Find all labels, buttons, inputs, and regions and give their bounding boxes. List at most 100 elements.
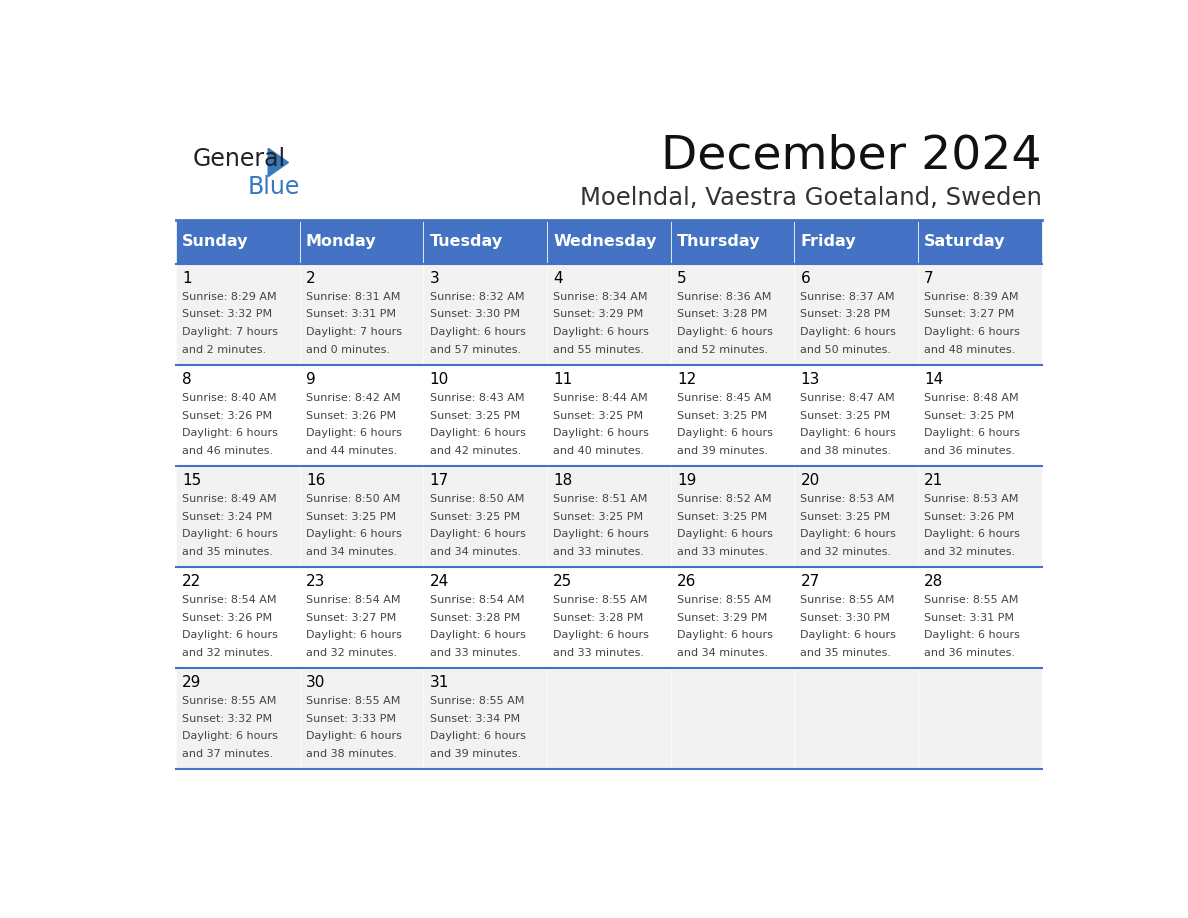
- Text: Sunrise: 8:55 AM: Sunrise: 8:55 AM: [430, 696, 524, 706]
- FancyBboxPatch shape: [299, 364, 423, 465]
- Text: December 2024: December 2024: [661, 133, 1042, 178]
- Text: Sunrise: 8:54 AM: Sunrise: 8:54 AM: [307, 595, 400, 605]
- Text: Daylight: 6 hours: Daylight: 6 hours: [554, 631, 649, 641]
- Text: Sunday: Sunday: [182, 234, 248, 249]
- Text: Sunrise: 8:55 AM: Sunrise: 8:55 AM: [924, 595, 1018, 605]
- Text: Sunrise: 8:42 AM: Sunrise: 8:42 AM: [307, 393, 400, 403]
- FancyBboxPatch shape: [176, 219, 299, 263]
- Text: Sunset: 3:24 PM: Sunset: 3:24 PM: [182, 511, 272, 521]
- Text: Sunrise: 8:48 AM: Sunrise: 8:48 AM: [924, 393, 1019, 403]
- FancyBboxPatch shape: [671, 465, 795, 566]
- Text: and 36 minutes.: and 36 minutes.: [924, 446, 1015, 456]
- FancyBboxPatch shape: [546, 566, 671, 668]
- Text: Sunset: 3:28 PM: Sunset: 3:28 PM: [430, 612, 520, 622]
- FancyBboxPatch shape: [918, 465, 1042, 566]
- Text: Sunset: 3:27 PM: Sunset: 3:27 PM: [924, 309, 1015, 319]
- Text: Sunrise: 8:45 AM: Sunrise: 8:45 AM: [677, 393, 771, 403]
- Text: Sunrise: 8:52 AM: Sunrise: 8:52 AM: [677, 494, 771, 504]
- Text: and 32 minutes.: and 32 minutes.: [801, 547, 892, 557]
- Text: 21: 21: [924, 473, 943, 487]
- Text: Sunset: 3:25 PM: Sunset: 3:25 PM: [801, 410, 891, 420]
- Text: and 52 minutes.: and 52 minutes.: [677, 345, 767, 355]
- Text: Sunset: 3:25 PM: Sunset: 3:25 PM: [924, 410, 1015, 420]
- Text: 15: 15: [182, 473, 202, 487]
- Text: and 33 minutes.: and 33 minutes.: [430, 648, 520, 658]
- Text: Sunrise: 8:34 AM: Sunrise: 8:34 AM: [554, 292, 647, 302]
- Text: Sunset: 3:30 PM: Sunset: 3:30 PM: [430, 309, 519, 319]
- Text: 11: 11: [554, 372, 573, 386]
- Text: Sunrise: 8:53 AM: Sunrise: 8:53 AM: [924, 494, 1018, 504]
- Text: and 48 minutes.: and 48 minutes.: [924, 345, 1016, 355]
- Text: and 40 minutes.: and 40 minutes.: [554, 446, 644, 456]
- Text: Sunrise: 8:55 AM: Sunrise: 8:55 AM: [307, 696, 400, 706]
- FancyBboxPatch shape: [546, 364, 671, 465]
- Text: and 32 minutes.: and 32 minutes.: [924, 547, 1016, 557]
- Text: 30: 30: [307, 675, 326, 690]
- Text: Daylight: 7 hours: Daylight: 7 hours: [182, 327, 278, 337]
- Text: 27: 27: [801, 574, 820, 588]
- Text: Monday: Monday: [307, 234, 377, 249]
- Text: 16: 16: [307, 473, 326, 487]
- Text: Sunset: 3:26 PM: Sunset: 3:26 PM: [182, 410, 272, 420]
- Text: Daylight: 6 hours: Daylight: 6 hours: [307, 429, 402, 438]
- Text: Daylight: 6 hours: Daylight: 6 hours: [430, 631, 525, 641]
- Text: and 57 minutes.: and 57 minutes.: [430, 345, 520, 355]
- Text: Sunrise: 8:32 AM: Sunrise: 8:32 AM: [430, 292, 524, 302]
- Text: 29: 29: [182, 675, 202, 690]
- Text: and 33 minutes.: and 33 minutes.: [554, 648, 644, 658]
- Text: Sunrise: 8:31 AM: Sunrise: 8:31 AM: [307, 292, 400, 302]
- Text: Daylight: 6 hours: Daylight: 6 hours: [554, 327, 649, 337]
- Text: and 0 minutes.: and 0 minutes.: [307, 345, 390, 355]
- Text: Sunrise: 8:39 AM: Sunrise: 8:39 AM: [924, 292, 1018, 302]
- Text: Daylight: 6 hours: Daylight: 6 hours: [801, 631, 897, 641]
- FancyBboxPatch shape: [546, 263, 671, 364]
- Text: and 32 minutes.: and 32 minutes.: [182, 648, 273, 658]
- Text: 18: 18: [554, 473, 573, 487]
- Text: Daylight: 6 hours: Daylight: 6 hours: [554, 530, 649, 540]
- FancyBboxPatch shape: [671, 219, 795, 263]
- Text: and 50 minutes.: and 50 minutes.: [801, 345, 891, 355]
- Text: Daylight: 6 hours: Daylight: 6 hours: [307, 732, 402, 742]
- Text: and 38 minutes.: and 38 minutes.: [801, 446, 892, 456]
- Text: Sunset: 3:27 PM: Sunset: 3:27 PM: [307, 612, 396, 622]
- Text: Daylight: 6 hours: Daylight: 6 hours: [182, 530, 278, 540]
- FancyBboxPatch shape: [795, 219, 918, 263]
- Text: Daylight: 6 hours: Daylight: 6 hours: [677, 530, 772, 540]
- FancyBboxPatch shape: [671, 566, 795, 668]
- Text: Sunrise: 8:40 AM: Sunrise: 8:40 AM: [182, 393, 277, 403]
- Text: Sunrise: 8:54 AM: Sunrise: 8:54 AM: [182, 595, 277, 605]
- FancyBboxPatch shape: [671, 668, 795, 769]
- Text: Sunrise: 8:55 AM: Sunrise: 8:55 AM: [182, 696, 277, 706]
- Text: Saturday: Saturday: [924, 234, 1005, 249]
- FancyBboxPatch shape: [299, 263, 423, 364]
- Text: Sunset: 3:28 PM: Sunset: 3:28 PM: [677, 309, 767, 319]
- Text: Sunrise: 8:47 AM: Sunrise: 8:47 AM: [801, 393, 895, 403]
- Text: 3: 3: [430, 271, 440, 285]
- Text: Moelndal, Vaestra Goetaland, Sweden: Moelndal, Vaestra Goetaland, Sweden: [580, 185, 1042, 210]
- Text: Daylight: 6 hours: Daylight: 6 hours: [554, 429, 649, 438]
- Text: Sunrise: 8:55 AM: Sunrise: 8:55 AM: [801, 595, 895, 605]
- Text: and 37 minutes.: and 37 minutes.: [182, 749, 273, 759]
- Text: Sunset: 3:25 PM: Sunset: 3:25 PM: [307, 511, 396, 521]
- Text: 26: 26: [677, 574, 696, 588]
- Text: Sunset: 3:26 PM: Sunset: 3:26 PM: [182, 612, 272, 622]
- Text: Sunrise: 8:36 AM: Sunrise: 8:36 AM: [677, 292, 771, 302]
- Text: Sunset: 3:34 PM: Sunset: 3:34 PM: [430, 714, 519, 723]
- FancyBboxPatch shape: [795, 364, 918, 465]
- Text: Sunset: 3:30 PM: Sunset: 3:30 PM: [801, 612, 891, 622]
- Text: 24: 24: [430, 574, 449, 588]
- FancyBboxPatch shape: [176, 465, 299, 566]
- Text: Sunset: 3:26 PM: Sunset: 3:26 PM: [307, 410, 396, 420]
- Text: Daylight: 6 hours: Daylight: 6 hours: [677, 631, 772, 641]
- FancyBboxPatch shape: [423, 219, 546, 263]
- Text: Sunset: 3:33 PM: Sunset: 3:33 PM: [307, 714, 396, 723]
- Text: Sunset: 3:29 PM: Sunset: 3:29 PM: [677, 612, 767, 622]
- Text: 23: 23: [307, 574, 326, 588]
- Text: Sunset: 3:31 PM: Sunset: 3:31 PM: [307, 309, 396, 319]
- Text: Sunset: 3:25 PM: Sunset: 3:25 PM: [554, 410, 644, 420]
- Text: Sunset: 3:25 PM: Sunset: 3:25 PM: [554, 511, 644, 521]
- FancyBboxPatch shape: [299, 465, 423, 566]
- FancyBboxPatch shape: [176, 263, 299, 364]
- Text: Daylight: 6 hours: Daylight: 6 hours: [924, 429, 1020, 438]
- Text: Sunrise: 8:50 AM: Sunrise: 8:50 AM: [307, 494, 400, 504]
